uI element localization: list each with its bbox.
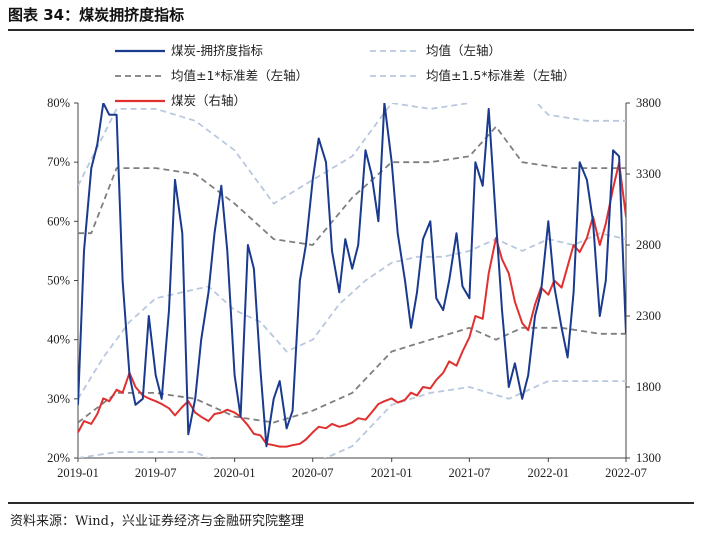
legend-label-3: 均值±1.5*标准差（左轴）	[426, 68, 575, 83]
legend-label-1: 均值（左轴）	[426, 43, 501, 58]
x-tick-label: 2019-01	[57, 466, 99, 480]
right-tick-label: 3300	[636, 167, 661, 181]
legend-label-0: 煤炭-拥挤度指标	[171, 43, 263, 58]
right-tick-label: 1800	[636, 380, 661, 394]
left-tick-label: 30%	[47, 392, 70, 406]
x-tick-label: 2021-07	[449, 466, 491, 480]
series-line-0-0	[78, 103, 626, 448]
x-tick-label: 2020-07	[292, 466, 334, 480]
left-tick-label: 20%	[47, 451, 70, 465]
left-tick-label: 40%	[47, 333, 70, 347]
right-tick-label: 2300	[636, 309, 661, 323]
figure-source: 资料来源：Wind，兴业证券经济与金融研究院整理	[10, 514, 304, 529]
series-line-2-1	[78, 326, 626, 424]
left-tick-label: 50%	[47, 274, 70, 288]
title-rule	[8, 29, 694, 31]
x-tick-label: 2022-01	[527, 466, 569, 480]
legend-label-2: 均值±1*标准差（左轴）	[171, 68, 308, 83]
x-tick-label: 2021-01	[371, 466, 413, 480]
series-line-3-1	[78, 380, 626, 458]
left-tick-label: 80%	[47, 96, 70, 110]
left-tick-label: 60%	[47, 214, 70, 228]
source-rule	[8, 502, 694, 504]
x-tick-label: 2022-07	[605, 466, 647, 480]
x-tick-label: 2019-07	[135, 466, 177, 480]
x-tick-label: 2020-01	[214, 466, 256, 480]
figure-title: 图表 34：煤炭拥挤度指标	[8, 6, 185, 24]
right-tick-label: 2800	[636, 238, 661, 252]
series-line-2-0	[78, 125, 626, 246]
legend-label-4: 煤炭（右轴）	[171, 93, 246, 108]
right-tick-label: 3800	[636, 96, 661, 110]
right-tick-label: 1300	[636, 451, 661, 465]
left-tick-label: 70%	[47, 155, 70, 169]
series-line-3-0	[78, 103, 626, 205]
series-line-4-0	[78, 161, 626, 448]
